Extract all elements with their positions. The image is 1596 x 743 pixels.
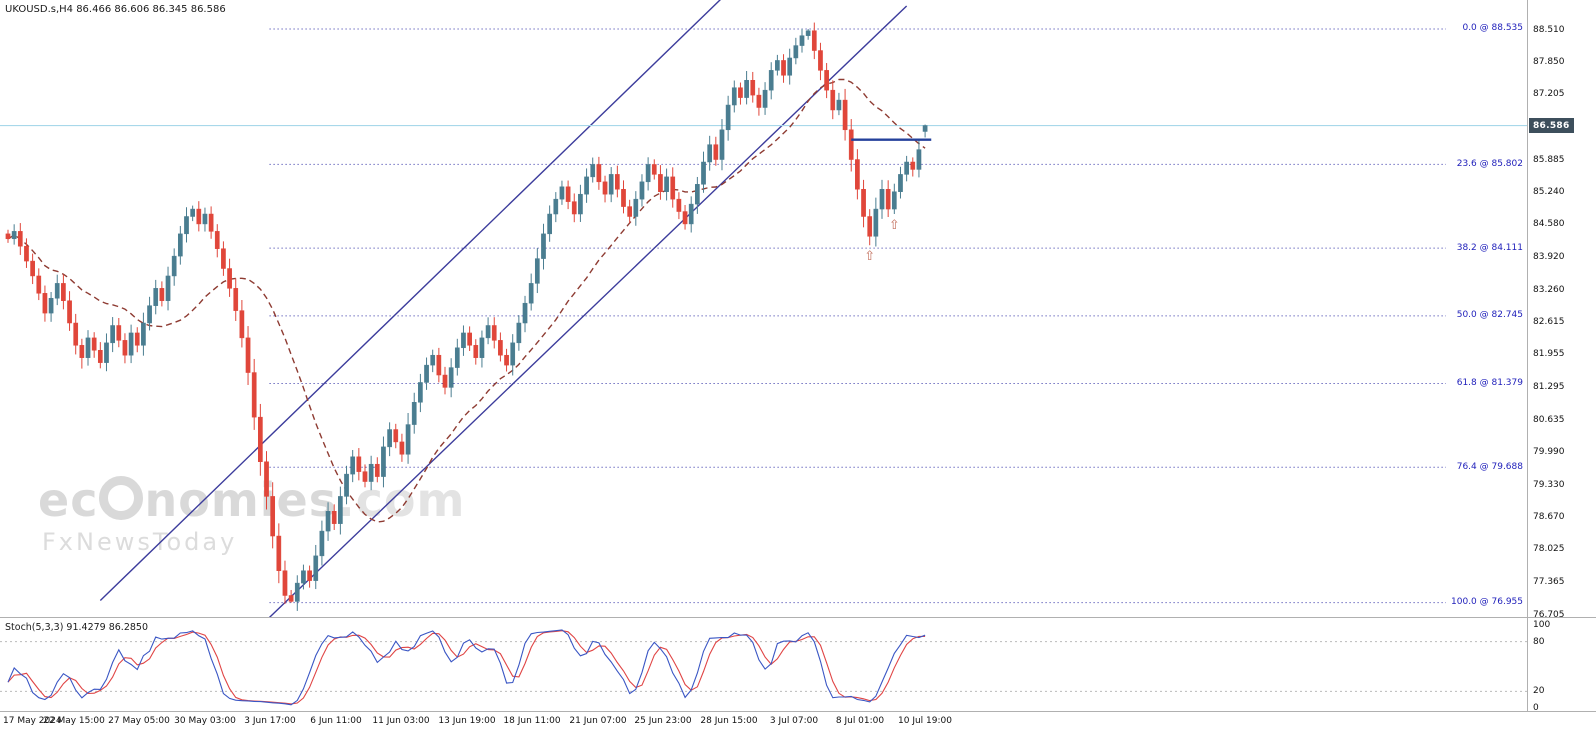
trendline[interactable] bbox=[99, 0, 734, 601]
trendline[interactable] bbox=[267, 5, 908, 620]
watermark-logo-ring-icon bbox=[99, 476, 144, 520]
watermark-brand: ec nomies.com bbox=[38, 473, 466, 527]
current-price-tag: 86.586 bbox=[1529, 117, 1574, 133]
stoch-pane[interactable] bbox=[0, 629, 1527, 706]
symbol-ohlc-label: UKOUSD.s,H4 86.466 86.606 86.345 86.586 bbox=[5, 4, 226, 15]
up-arrow-icon[interactable]: ⇧ bbox=[864, 249, 875, 264]
watermark-subtitle: FxNewsToday bbox=[42, 528, 238, 556]
candlesticks bbox=[5, 22, 928, 611]
stoch-indicator-label: Stoch(5,3,3) 91.4279 86.2850 bbox=[5, 622, 149, 633]
stoch-main-line bbox=[7, 629, 926, 706]
moving-average-line[interactable] bbox=[7, 78, 926, 523]
main-pane[interactable]: ⇧⇧ bbox=[0, 0, 1527, 620]
watermark: ec nomies.com FxNewsToday bbox=[38, 474, 465, 556]
up-arrow-icon[interactable]: ⇧ bbox=[889, 218, 900, 233]
stoch-signal-line bbox=[7, 630, 926, 705]
